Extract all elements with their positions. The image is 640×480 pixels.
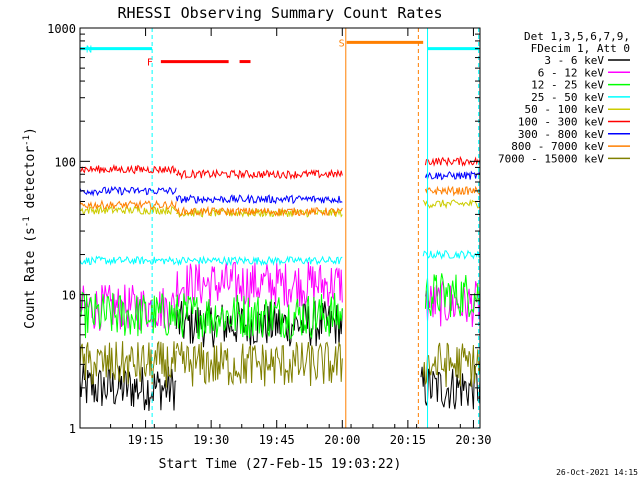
series-trace-6-segment-0 [79, 185, 177, 197]
x-tick-label-3: 20:00 [324, 433, 360, 447]
series-trace-3-segment-2 [422, 249, 481, 260]
flag-label-N: N [86, 45, 92, 56]
series-trace-8-segment-1 [175, 341, 343, 387]
series-trace-4-segment-2 [422, 198, 481, 210]
y-axis-label: Count Rate (s-1 detector-1) [22, 127, 38, 329]
legend-entry-1: 6 - 12 keV [538, 66, 605, 79]
series-trace-1-segment-2 [424, 280, 481, 328]
y-axis-label-mid: detector [23, 146, 38, 217]
series-trace-7-segment-1 [175, 205, 343, 218]
series-trace-6-segment-1 [175, 193, 343, 205]
legend-entry-3: 25 - 50 keV [531, 91, 604, 104]
series-trace-5-segment-2 [424, 155, 481, 167]
series-trace-2-segment-0 [79, 291, 177, 339]
legend-entry-8: 7000 - 15000 keV [498, 152, 604, 165]
legend-entry-6: 300 - 800 keV [518, 128, 604, 141]
flag-label-S: S [339, 38, 345, 49]
y-tick-label-1: 10 [62, 289, 76, 303]
y-tick-label-2: 100 [54, 155, 76, 169]
footer-timestamp: 26-Oct-2021 14:15 [556, 468, 638, 477]
series-trace-2-segment-2 [424, 273, 481, 318]
y-axis-label-sup2: -1 [22, 135, 32, 146]
flag-label-F: F [147, 58, 153, 69]
data-layer [79, 155, 481, 411]
y-axis-label-sup1: -1 [22, 216, 32, 227]
x-tick-label-2: 19:45 [259, 433, 295, 447]
series-trace-5-segment-1 [175, 168, 343, 181]
series-trace-6-segment-2 [424, 170, 481, 181]
series-trace-5-segment-0 [80, 163, 177, 175]
legend-entry-4: 50 - 100 keV [525, 103, 605, 116]
series-trace-2-segment-1 [175, 292, 343, 340]
legend-entry-0: 3 - 6 keV [544, 54, 604, 67]
y-tick-label-0: 1 [69, 422, 76, 436]
series-trace-3-segment-0 [79, 255, 177, 266]
series-trace-8-segment-2 [422, 342, 481, 388]
series-trace-4-segment-0 [79, 204, 177, 216]
legend-entry-2: 12 - 25 keV [531, 79, 604, 92]
y-axis-label-end: ) [23, 127, 38, 135]
series-trace-1-segment-1 [175, 261, 343, 308]
legend-entry-7: 800 - 7000 keV [511, 140, 604, 153]
x-tick-label-1: 19:30 [193, 433, 229, 447]
x-tick-label-0: 19:15 [128, 433, 164, 447]
marker-layer: N F S [80, 28, 480, 428]
series-trace-0-segment-2 [420, 364, 481, 410]
y-axis-label-main: Count Rate (s [23, 227, 38, 329]
legend-header-line-1: Det 1,3,5,6,7,9, [524, 30, 630, 43]
series-trace-7-segment-2 [424, 185, 481, 197]
chart-title: RHESSI Observing Summary Count Rates [117, 4, 442, 22]
x-tick-label-4: 20:15 [390, 433, 426, 447]
x-tick-label-5: 20:30 [455, 433, 491, 447]
series-trace-3-segment-1 [175, 255, 343, 267]
series-trace-0-segment-0 [79, 364, 177, 411]
y-tick-label-3: 1000 [47, 22, 76, 36]
series-trace-7-segment-0 [79, 199, 177, 211]
legend-entry-5: 100 - 300 keV [518, 116, 604, 129]
x-axis-label: Start Time (27-Feb-15 19:03:22) [159, 457, 402, 472]
series-trace-8-segment-0 [79, 340, 177, 388]
plot-frame [79, 27, 481, 429]
legend-header-line-2: FDecim 1, Att 0 [531, 42, 630, 55]
axes-layer: 19:15 19:30 19:45 20:00 20:15 20:30 1 10 100 1000 [47, 22, 491, 447]
